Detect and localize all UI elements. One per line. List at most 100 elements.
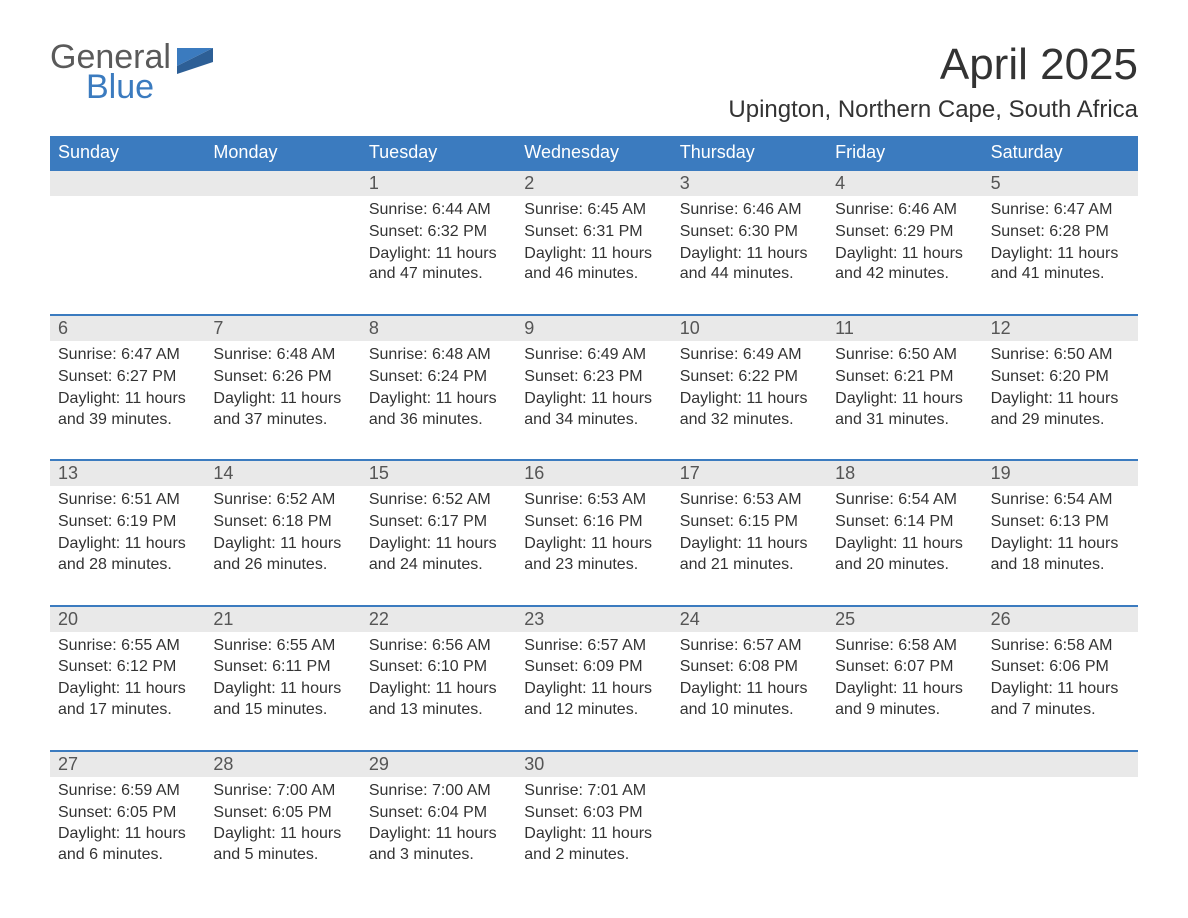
day-line: Sunrise: 6:54 AM	[835, 490, 974, 511]
day-line: Sunrise: 6:48 AM	[369, 345, 508, 366]
content-row: Sunrise: 6:44 AMSunset: 6:32 PM Daylight:…	[50, 196, 1138, 314]
day-line: Sunrise: 6:50 AM	[991, 345, 1130, 366]
day-line: Daylight: 11 hours and 32 minutes.	[680, 389, 819, 431]
day-content: Sunrise: 6:55 AMSunset: 6:11 PMDaylight:…	[205, 632, 360, 750]
day-content: Sunrise: 7:00 AMSunset: 6:04 PMDaylight:…	[361, 777, 516, 895]
brand-logo: General Blue	[50, 40, 213, 104]
day-number: 11	[827, 316, 982, 341]
location-text: Upington, Northern Cape, South Africa	[728, 96, 1138, 124]
day-line: Daylight: 11 hours and 20 minutes.	[835, 534, 974, 576]
weekday-header: Monday	[205, 136, 360, 169]
calendar-week: 27282930Sunrise: 6:59 AMSunset: 6:05 PMD…	[50, 750, 1138, 895]
day-line: Sunset: 6:28 PM	[991, 222, 1130, 243]
content-row: Sunrise: 6:47 AMSunset: 6:27 PMDaylight:…	[50, 341, 1138, 459]
day-content: Sunrise: 6:46 AMSunset: 6:29 PMDaylight:…	[827, 196, 982, 314]
day-line: Daylight: 11 hours and 17 minutes.	[58, 679, 197, 721]
day-line: Sunrise: 6:52 AM	[213, 490, 352, 511]
day-line: Sunset: 6:27 PM	[58, 367, 197, 388]
header-bar: General Blue April 2025 Upington, Northe…	[50, 40, 1138, 124]
weekday-header: Saturday	[983, 136, 1138, 169]
day-line: Daylight: 11 hours and 7 minutes.	[991, 679, 1130, 721]
day-line: Daylight: 11 hours and 34 minutes.	[524, 389, 663, 431]
day-line: Sunset: 6:23 PM	[524, 367, 663, 388]
day-content: Sunrise: 6:50 AMSunset: 6:20 PMDaylight:…	[983, 341, 1138, 459]
day-content: Sunrise: 6:58 AMSunset: 6:06 PMDaylight:…	[983, 632, 1138, 750]
day-line: Sunrise: 6:51 AM	[58, 490, 197, 511]
day-line: Sunrise: 6:55 AM	[213, 636, 352, 657]
day-line: Sunset: 6:32 PM	[369, 222, 508, 243]
day-line: Sunrise: 7:00 AM	[213, 781, 352, 802]
day-line: Sunrise: 6:56 AM	[369, 636, 508, 657]
day-line: Daylight: 11 hours and 41 minutes.	[991, 244, 1130, 286]
day-line: Daylight: 11 hours and 29 minutes.	[991, 389, 1130, 431]
day-line: Sunrise: 6:45 AM	[524, 200, 663, 221]
day-line: Sunrise: 6:50 AM	[835, 345, 974, 366]
day-line: Sunrise: 6:46 AM	[835, 200, 974, 221]
weekday-header: Wednesday	[516, 136, 671, 169]
day-number: 14	[205, 461, 360, 486]
flag-icon	[177, 48, 213, 74]
day-line: Daylight: 11 hours and 39 minutes.	[58, 389, 197, 431]
day-line: Daylight: 11 hours and 36 minutes.	[369, 389, 508, 431]
day-number: 9	[516, 316, 671, 341]
day-line: Daylight: 11 hours and 37 minutes.	[213, 389, 352, 431]
day-line: Sunset: 6:17 PM	[369, 512, 508, 533]
day-line: Daylight: 11 hours and 24 minutes.	[369, 534, 508, 576]
day-line: Daylight: 11 hours and 42 minutes.	[835, 244, 974, 286]
day-content: Sunrise: 7:00 AMSunset: 6:05 PMDaylight:…	[205, 777, 360, 895]
day-content	[983, 777, 1138, 895]
month-title: April 2025	[728, 40, 1138, 90]
day-content: Sunrise: 6:50 AMSunset: 6:21 PMDaylight:…	[827, 341, 982, 459]
day-line: Daylight: 11 hours and 2 minutes.	[524, 824, 663, 866]
day-content: Sunrise: 6:54 AMSunset: 6:14 PMDaylight:…	[827, 486, 982, 604]
day-content: Sunrise: 6:56 AMSunset: 6:10 PMDaylight:…	[361, 632, 516, 750]
day-line: Sunrise: 6:47 AM	[991, 200, 1130, 221]
day-number: 5	[983, 171, 1138, 196]
day-content: Sunrise: 6:47 AMSunset: 6:27 PMDaylight:…	[50, 341, 205, 459]
day-number: 30	[516, 752, 671, 777]
day-line: Sunrise: 6:55 AM	[58, 636, 197, 657]
daynum-row: 13141516171819	[50, 461, 1138, 486]
day-content: Sunrise: 6:47 AMSunset: 6:28 PMDaylight:…	[983, 196, 1138, 314]
day-line: Sunrise: 7:00 AM	[369, 781, 508, 802]
day-number: 18	[827, 461, 982, 486]
day-line: Sunset: 6:13 PM	[991, 512, 1130, 533]
title-block: April 2025 Upington, Northern Cape, Sout…	[728, 40, 1138, 124]
day-line: Sunset: 6:19 PM	[58, 512, 197, 533]
day-line: Sunrise: 6:46 AM	[680, 200, 819, 221]
day-number: 2	[516, 171, 671, 196]
calendar-week: 12345Sunrise: 6:44 AMSunset: 6:32 PMDayl…	[50, 169, 1138, 314]
calendar-week: 6789101112Sunrise: 6:47 AMSunset: 6:27 P…	[50, 314, 1138, 459]
day-line: Sunrise: 6:44 AM	[369, 200, 508, 221]
weekday-header: Tuesday	[361, 136, 516, 169]
day-line: Sunset: 6:04 PM	[369, 803, 508, 824]
day-content: Sunrise: 6:45 AMSunset: 6:31 PMDaylight:…	[516, 196, 671, 314]
day-number: 8	[361, 316, 516, 341]
day-number: 7	[205, 316, 360, 341]
day-line: Sunset: 6:08 PM	[680, 657, 819, 678]
weeks-container: 12345Sunrise: 6:44 AMSunset: 6:32 PMDayl…	[50, 169, 1138, 895]
day-number: 12	[983, 316, 1138, 341]
day-number: 16	[516, 461, 671, 486]
content-row: Sunrise: 6:51 AMSunset: 6:19 PM Daylight:…	[50, 486, 1138, 604]
day-content: Sunrise: 6:51 AMSunset: 6:19 PMDaylight:…	[50, 486, 205, 604]
day-content: Sunrise: 6:48 AMSunset: 6:26 PMDaylight:…	[205, 341, 360, 459]
day-line: Sunrise: 6:58 AM	[991, 636, 1130, 657]
day-line: Daylight: 11 hours and 21 minutes.	[680, 534, 819, 576]
day-number	[50, 171, 205, 196]
day-line: Sunrise: 6:59 AM	[58, 781, 197, 802]
day-number: 25	[827, 607, 982, 632]
day-number: 28	[205, 752, 360, 777]
day-line: Sunset: 6:21 PM	[835, 367, 974, 388]
calendar-week: 13141516171819Sunrise: 6:51 AMSunset: 6:…	[50, 459, 1138, 604]
day-line: Sunrise: 6:52 AM	[369, 490, 508, 511]
day-content: Sunrise: 6:53 AMSunset: 6:15 PMDaylight:…	[672, 486, 827, 604]
day-line: Sunset: 6:07 PM	[835, 657, 974, 678]
day-line: Sunset: 6:30 PM	[680, 222, 819, 243]
day-content	[50, 196, 205, 314]
day-line: Daylight: 11 hours and 26 minutes.	[213, 534, 352, 576]
day-line: Sunset: 6:20 PM	[991, 367, 1130, 388]
day-line: Sunrise: 6:49 AM	[524, 345, 663, 366]
day-line: Sunset: 6:16 PM	[524, 512, 663, 533]
day-line: Sunset: 6:26 PM	[213, 367, 352, 388]
